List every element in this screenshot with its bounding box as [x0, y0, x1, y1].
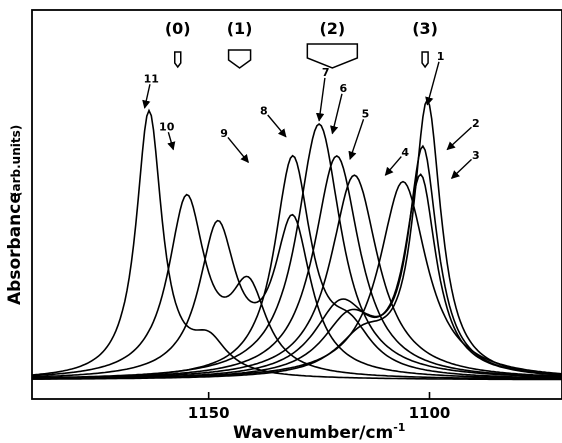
curve-number-label: 4 [401, 146, 409, 159]
curve-labels: 1 2 3 4 5 67 8 9 10 11 [144, 50, 480, 178]
curve-pointer-arrow [427, 62, 439, 105]
curve-pointer-arrow [319, 78, 325, 121]
curve-number-label: 7 [322, 66, 330, 79]
region-label: (0) [165, 19, 191, 38]
curve-number-label: 8 [260, 104, 268, 117]
spectrum-curve-3 [32, 174, 562, 378]
curve-number-label: 10 [159, 120, 175, 133]
curve-number-label: 5 [362, 108, 370, 121]
spectrum-curve-4 [32, 182, 562, 379]
region-marker-shape [422, 52, 428, 67]
x-tick-label: 1150 [188, 404, 230, 422]
region-markers: (0) (1) (2) (3) [165, 19, 438, 68]
x-tick-label: 1100 [409, 404, 451, 422]
spectrum-curve-5 [32, 175, 562, 378]
x-axis-title: Wavenumber/cm-1 [233, 421, 405, 443]
spectrum-curve-2 [32, 146, 562, 379]
curve-pointer-arrow [332, 94, 342, 134]
curve-number-label: 11 [144, 72, 159, 85]
curve-number-label: 6 [340, 82, 348, 95]
spectra-curves [32, 100, 562, 380]
spectrum-curve-8 [32, 156, 562, 379]
region-marker-shape [307, 44, 357, 68]
region-marker-shape [175, 52, 181, 67]
spectrum-curve-1 [32, 100, 562, 379]
curve-pointer-arrow [452, 159, 472, 178]
curve-pointer-arrow [385, 157, 401, 176]
region-label: (3) [412, 19, 438, 38]
curve-pointer-arrow [268, 115, 286, 137]
curve-pointer-arrow [145, 84, 150, 108]
region-label: (2) [319, 19, 345, 38]
region-label: (1) [227, 19, 253, 38]
curve-pointer-arrow [168, 132, 173, 149]
y-axis-title: Absorbance [5, 192, 25, 305]
curve-pointer-arrow [447, 127, 471, 149]
region-marker-shape [229, 50, 251, 68]
curve-pointer-arrow [350, 119, 364, 159]
curve-number-label: 1 [437, 50, 445, 63]
curve-number-label: 9 [220, 127, 228, 140]
y-axis-unit: (arb.units) [9, 125, 23, 197]
x-ticks: 1150 1100 [188, 392, 451, 422]
curve-pointer-arrow [228, 137, 248, 162]
curve-number-label: 3 [472, 149, 480, 162]
curve-number-label: 2 [472, 117, 480, 130]
spectrum-curve-6 [32, 156, 562, 378]
